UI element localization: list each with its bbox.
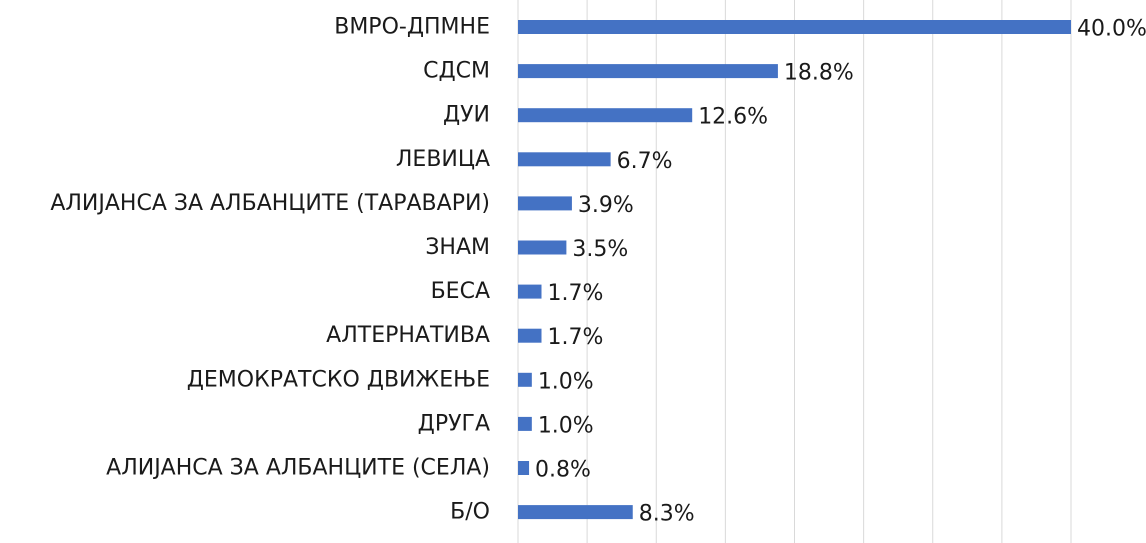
bar [518,416,532,431]
category-label: АЛИЈАНСА ЗА АЛБАНЦИТЕ (СЕЛА) [106,456,490,481]
value-label: 6.7% [617,149,673,174]
bar [518,20,1071,34]
category-label: ВМРО-ДПМНЕ [334,15,490,40]
category-label: СДСМ [423,59,490,84]
value-label: 18.8% [784,61,854,86]
bars [518,20,1071,520]
value-label: 12.6% [698,105,768,130]
value-label: 1.7% [548,281,604,306]
value-label: 1.0% [538,369,594,394]
bar [518,196,572,211]
value-label: 3.9% [578,193,634,218]
bar [518,240,567,255]
bar [518,461,530,475]
value-label: 0.8% [535,458,591,483]
bar [518,372,532,387]
category-label: АЛИЈАНСА ЗА АЛБАНЦИТЕ (ТАРАВАРИ) [50,191,490,216]
gridlines [517,0,1072,543]
value-label: 40.0% [1077,17,1146,42]
category-label: АЛТЕРНАТИВА [326,323,490,348]
category-label: ЗНАМ [425,235,490,260]
category-label: ДРУГА [418,411,490,436]
category-label: БЕСА [431,279,490,304]
category-label: ДУИ [443,103,490,128]
value-labels: 40.0% 18.8% 12.6% 6.7% 3.9% 3.5% 1.7% 1.7% 1.0% 1… [535,17,1146,527]
category-label: Б/О [450,500,490,525]
category-label: ЛЕВИЦА [396,147,490,172]
bar [518,108,693,123]
bar [518,328,542,343]
value-label: 3.5% [572,237,628,262]
bar [518,64,778,79]
category-label: ДЕМОКРАТСКО ДВИЖЕЊЕ [187,367,490,392]
bar [518,284,542,299]
bar [518,152,611,167]
value-label: 1.0% [538,413,594,438]
value-label: 8.3% [639,502,695,527]
bar [518,505,633,520]
value-label: 1.7% [548,325,604,350]
category-labels: ВМРО-ДПМНЕ СДСМ ДУИ ЛЕВИЦА АЛИЈАНСА ЗА АЛБАН… [50,15,490,525]
